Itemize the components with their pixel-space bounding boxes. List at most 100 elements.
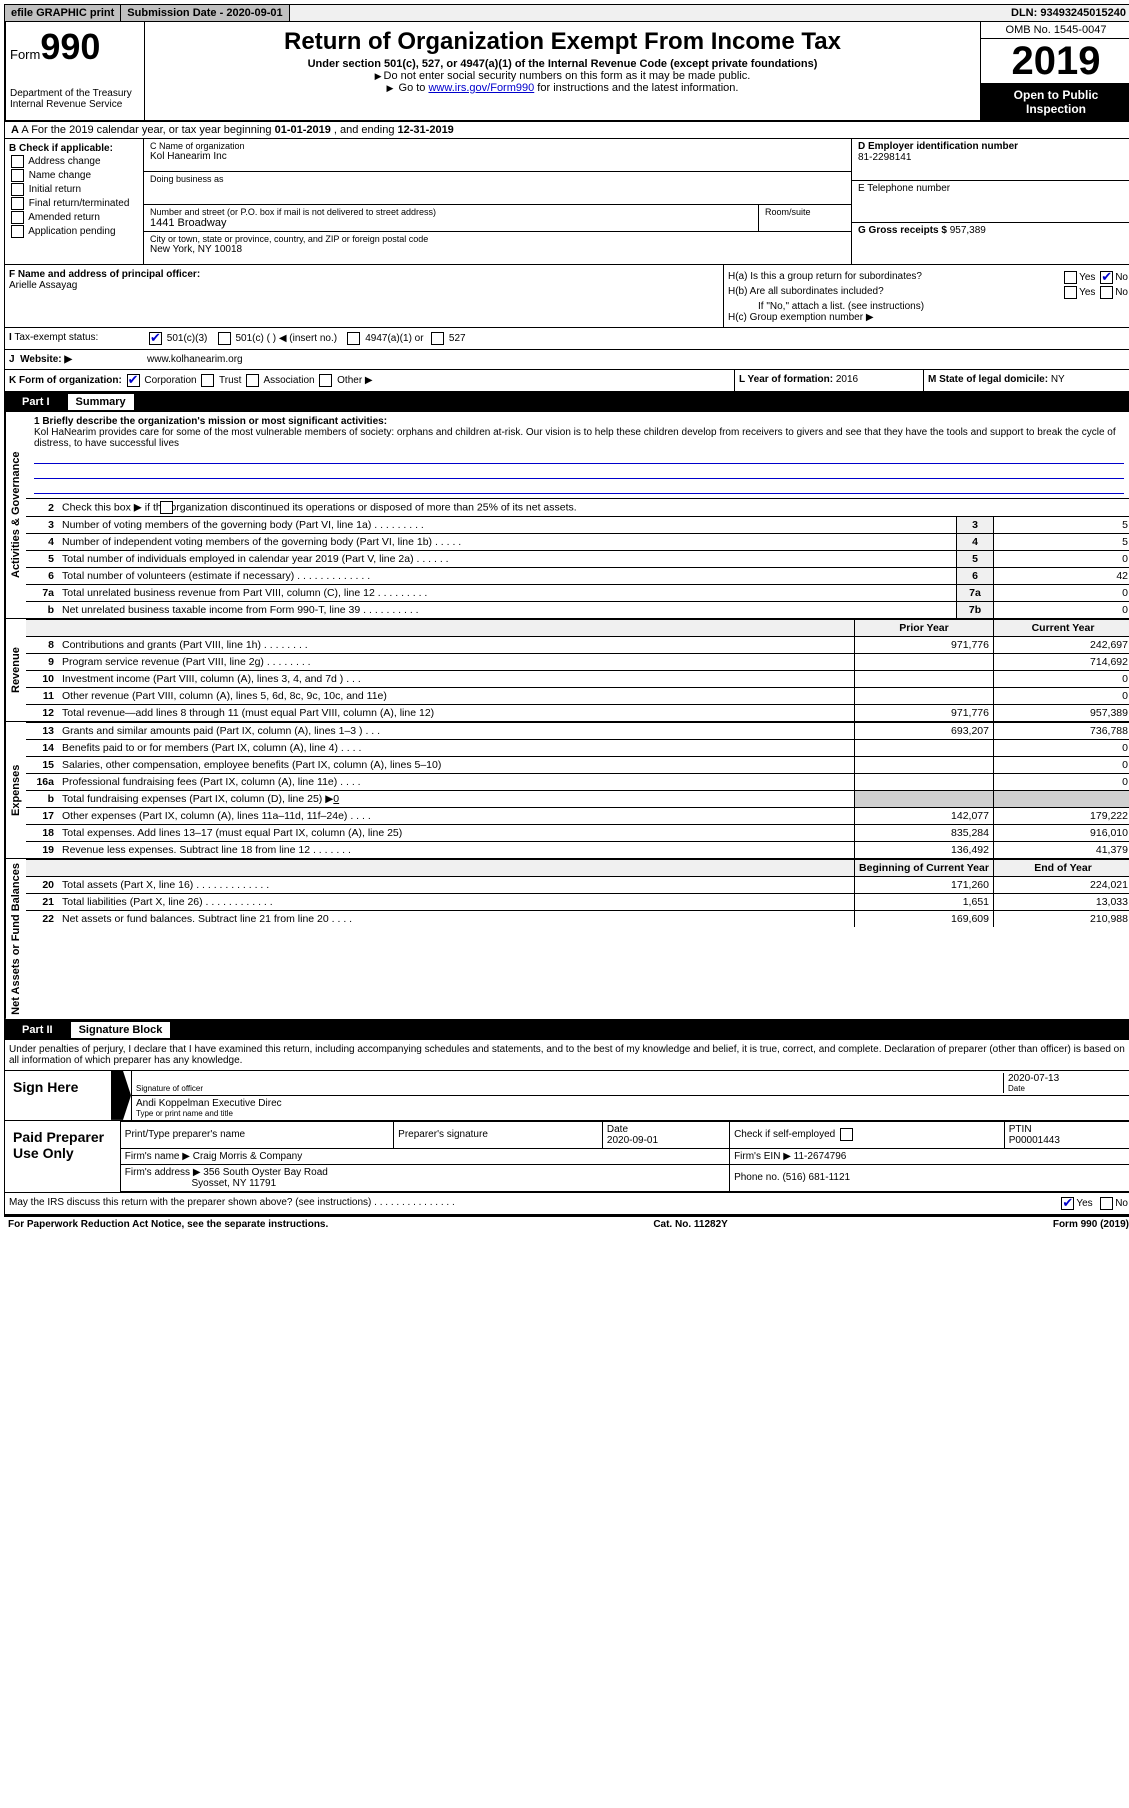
l8-prior: 971,776 [855, 637, 994, 654]
page-footer: For Paperwork Reduction Act Notice, see … [4, 1215, 1129, 1232]
chk-501c3[interactable] [149, 332, 162, 345]
l22-prior: 169,609 [855, 911, 994, 928]
chk-association[interactable] [246, 374, 259, 387]
firm-addr2: Syosset, NY 11791 [191, 1178, 276, 1189]
top-bar: efile GRAPHIC print Submission Date - 20… [4, 4, 1129, 22]
line-7b: bNet unrelated business taxable income f… [26, 602, 1129, 619]
chk-amended-return[interactable]: Amended return [9, 211, 139, 224]
hb-no-chk[interactable] [1100, 286, 1113, 299]
submission-date-button[interactable]: Submission Date - 2020-09-01 [121, 5, 289, 21]
l11-prior [855, 688, 994, 705]
sig-name-label: Type or print name and title [136, 1109, 1128, 1118]
chk-name-change[interactable]: Name change [9, 169, 139, 182]
l9-prior [855, 654, 994, 671]
domicile-label: M State of legal domicile: [928, 374, 1051, 385]
chk-527[interactable] [431, 332, 444, 345]
officer-name: Arielle Assayag [9, 280, 77, 291]
vert-label-expenses: Expenses [5, 722, 26, 858]
l16a-text: Professional fundraising fees (Part IX, … [58, 774, 855, 791]
opt-501c3: 501(c)(3) [167, 333, 208, 344]
opt-initial: Initial return [29, 184, 81, 195]
l15-prior [855, 757, 994, 774]
line-11: 11Other revenue (Part VIII, column (A), … [26, 688, 1129, 705]
hb-yes-chk[interactable] [1064, 286, 1077, 299]
line-16b: bTotal fundraising expenses (Part IX, co… [26, 791, 1129, 808]
efile-print-button[interactable]: efile GRAPHIC print [5, 5, 121, 21]
l20-prior: 171,260 [855, 877, 994, 894]
discuss-yes-chk[interactable] [1061, 1197, 1074, 1210]
firm-addr-label: Firm's address ▶ [125, 1167, 201, 1178]
penalty-text: Under penalties of perjury, I declare th… [5, 1040, 1129, 1070]
chk-trust[interactable] [201, 374, 214, 387]
line-6: 6Total number of volunteers (estimate if… [26, 568, 1129, 585]
line-16a: 16aProfessional fundraising fees (Part I… [26, 774, 1129, 791]
ha-yes-chk[interactable] [1064, 271, 1077, 284]
l10-text: Investment income (Part VIII, column (A)… [58, 671, 855, 688]
opt-assoc: Association [263, 375, 314, 386]
l14-prior [855, 740, 994, 757]
hc-label: H(c) Group exemption number ▶ [728, 312, 1128, 323]
irs-link[interactable]: www.irs.gov/Form990 [428, 82, 534, 94]
ha-no-chk[interactable] [1100, 271, 1113, 284]
l17-curr: 179,222 [994, 808, 1129, 825]
line-7a: 7aTotal unrelated business revenue from … [26, 585, 1129, 602]
l3-text: Number of voting members of the governin… [58, 517, 957, 534]
hb-note: If "No," attach a list. (see instruction… [728, 301, 1128, 312]
line-22: 22Net assets or fund balances. Subtract … [26, 911, 1129, 928]
l2-chk[interactable] [160, 501, 173, 514]
sign-here-label: Sign Here [5, 1071, 111, 1120]
chk-initial-return[interactable]: Initial return [9, 183, 139, 196]
discuss-no-chk[interactable] [1100, 1197, 1113, 1210]
self-employed-chk[interactable] [840, 1128, 853, 1141]
l3-val: 5 [994, 517, 1129, 534]
chk-corporation[interactable] [127, 374, 140, 387]
net-header: Beginning of Current YearEnd of Year [26, 860, 1129, 877]
opt-trust: Trust [219, 375, 241, 386]
eoy-hdr: End of Year [994, 860, 1129, 877]
row-klm: K Form of organization: Corporation Trus… [4, 370, 1129, 392]
dln-value: 93493245015240 [1040, 7, 1126, 19]
room-cell: Room/suite [759, 205, 851, 231]
col-b-checkboxes: B Check if applicable: Address change Na… [5, 139, 144, 264]
domicile-value: NY [1051, 374, 1065, 385]
chk-address-change[interactable]: Address change [9, 155, 139, 168]
l17-prior: 142,077 [855, 808, 994, 825]
line-12: 12Total revenue—add lines 8 through 11 (… [26, 705, 1129, 722]
vert-label-governance: Activities & Governance [5, 412, 26, 618]
expenses-table: 13Grants and similar amounts paid (Part … [26, 722, 1129, 858]
discuss-text: May the IRS discuss this return with the… [9, 1197, 1059, 1210]
part1-num: Part I [12, 394, 60, 410]
gross-label: G Gross receipts $ [858, 225, 950, 236]
l16a-curr: 0 [994, 774, 1129, 791]
line-14: 14Benefits paid to or for members (Part … [26, 740, 1129, 757]
form-num-990: 990 [40, 26, 100, 67]
chk-other[interactable] [319, 374, 332, 387]
l22-text: Net assets or fund balances. Subtract li… [58, 911, 855, 928]
chk-application-pending[interactable]: Application pending [9, 225, 139, 238]
firm-name-value: Craig Morris & Company [193, 1151, 302, 1162]
part1-title: Summary [68, 394, 134, 410]
vert-label-revenue: Revenue [5, 619, 26, 721]
vert-label-netassets: Net Assets or Fund Balances [5, 859, 26, 1019]
org-name-value: Kol Hanearim Inc [150, 151, 845, 162]
l12-prior: 971,776 [855, 705, 994, 722]
hb-row: H(b) Are all subordinates included? Yes … [728, 286, 1128, 299]
hb-label: H(b) Are all subordinates included? [728, 286, 884, 299]
firm-addr1: 356 South Oyster Bay Road [203, 1167, 328, 1178]
discuss-no: No [1115, 1198, 1128, 1209]
chk-501c[interactable] [218, 332, 231, 345]
l16b-curr-shade [994, 791, 1129, 808]
line-18: 18Total expenses. Add lines 13–17 (must … [26, 825, 1129, 842]
part2-num: Part II [12, 1022, 63, 1038]
l19-prior: 136,492 [855, 842, 994, 859]
netassets-section: Net Assets or Fund Balances Beginning of… [4, 859, 1129, 1020]
opt-final: Final return/terminated [29, 198, 130, 209]
revenue-table: Prior YearCurrent Year 8Contributions an… [26, 619, 1129, 721]
chk-final-return[interactable]: Final return/terminated [9, 197, 139, 210]
sig-name-value: Andi Koppelman Executive Direc [136, 1098, 1128, 1109]
opt-amended: Amended return [28, 212, 100, 223]
chk-4947[interactable] [347, 332, 360, 345]
gross-row: G Gross receipts $ 957,389 [852, 223, 1129, 264]
city-label: City or town, state or province, country… [150, 234, 845, 244]
line-13: 13Grants and similar amounts paid (Part … [26, 723, 1129, 740]
